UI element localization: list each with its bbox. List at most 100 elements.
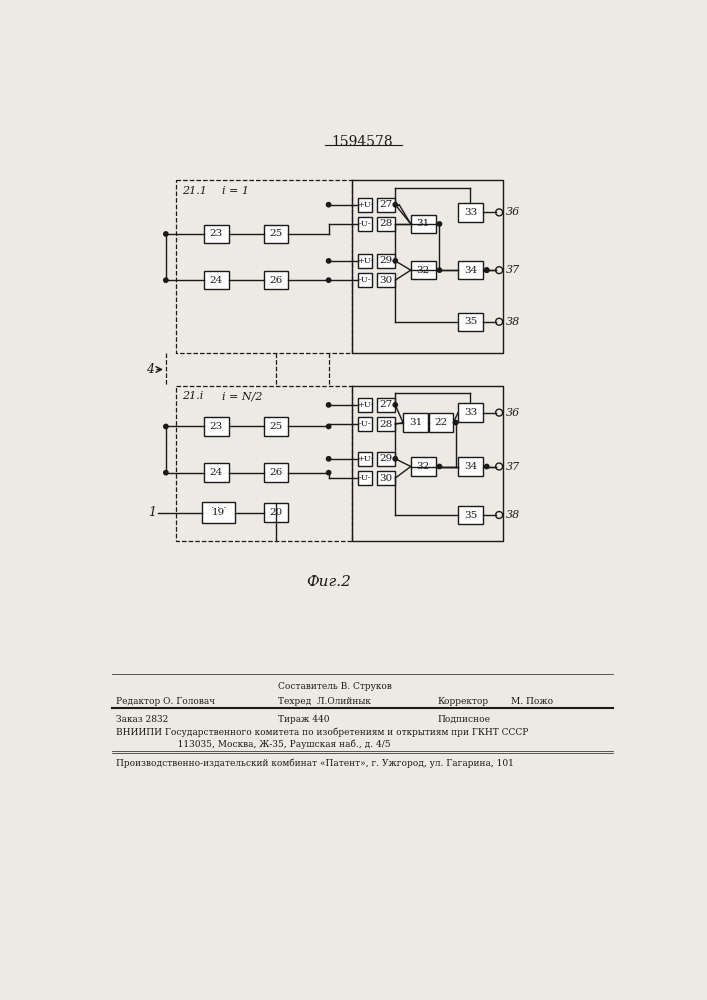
Text: -U-: -U- <box>358 276 371 284</box>
Text: Производственно-издательский комбинат «Патент», г. Ужгород, ул. Гагарина, 101: Производственно-издательский комбинат «П… <box>115 758 513 768</box>
Text: Корректор: Корректор <box>437 697 489 706</box>
Text: 34: 34 <box>464 462 477 471</box>
Text: 36: 36 <box>506 408 520 418</box>
Text: 28: 28 <box>380 420 392 429</box>
Text: · · ·: · · · <box>211 503 226 513</box>
Circle shape <box>393 457 397 461</box>
Text: +U-: +U- <box>357 401 373 409</box>
Text: -U-: -U- <box>358 474 371 482</box>
FancyBboxPatch shape <box>264 463 288 482</box>
Text: 37: 37 <box>506 462 520 472</box>
Text: ВНИИПИ Государственного комитета по изобретениям и открытиям при ГКНТ СССР: ВНИИПИ Государственного комитета по изоб… <box>115 727 528 737</box>
FancyBboxPatch shape <box>358 254 372 268</box>
FancyBboxPatch shape <box>264 271 288 289</box>
FancyBboxPatch shape <box>411 215 436 233</box>
Circle shape <box>393 259 397 263</box>
Text: 37: 37 <box>506 265 520 275</box>
Circle shape <box>484 464 489 469</box>
FancyBboxPatch shape <box>204 271 228 289</box>
Text: Техред  Л.Олийнык: Техред Л.Олийнык <box>279 697 371 706</box>
Circle shape <box>327 403 331 407</box>
Text: -U-: -U- <box>358 420 371 428</box>
Circle shape <box>164 424 168 429</box>
Text: 113035, Москва, Ж-35, Раушская наб., д. 4/5: 113035, Москва, Ж-35, Раушская наб., д. … <box>146 740 391 749</box>
Text: 24: 24 <box>209 276 223 285</box>
FancyBboxPatch shape <box>204 463 228 482</box>
Circle shape <box>327 259 331 263</box>
Circle shape <box>438 464 442 469</box>
Text: 21.i: 21.i <box>182 391 204 401</box>
FancyBboxPatch shape <box>411 261 436 279</box>
FancyBboxPatch shape <box>204 225 228 243</box>
FancyBboxPatch shape <box>458 506 483 524</box>
Text: 1: 1 <box>148 506 156 519</box>
Circle shape <box>327 278 331 282</box>
Text: 33: 33 <box>464 408 477 417</box>
Text: Тираж 440: Тираж 440 <box>279 715 329 724</box>
Text: 31: 31 <box>416 219 430 228</box>
FancyBboxPatch shape <box>411 457 436 476</box>
Text: 38: 38 <box>506 317 520 327</box>
Text: 26: 26 <box>269 468 283 477</box>
Circle shape <box>327 203 331 207</box>
Text: 24: 24 <box>209 468 223 477</box>
Text: +U-: +U- <box>357 455 373 463</box>
FancyBboxPatch shape <box>264 417 288 436</box>
Text: 23: 23 <box>209 422 223 431</box>
Text: Подписное: Подписное <box>437 715 490 724</box>
Text: +U-: +U- <box>357 257 373 265</box>
Text: Заказ 2832: Заказ 2832 <box>115 715 168 724</box>
Circle shape <box>484 268 489 272</box>
Text: Фиг.2: Фиг.2 <box>306 575 351 589</box>
Text: 30: 30 <box>380 276 392 285</box>
Text: 20: 20 <box>269 508 283 517</box>
Text: 35: 35 <box>464 511 477 520</box>
Circle shape <box>327 471 331 475</box>
Text: 33: 33 <box>464 208 477 217</box>
Text: -U-: -U- <box>358 220 371 228</box>
Circle shape <box>327 457 331 461</box>
Circle shape <box>164 232 168 236</box>
Text: +U-: +U- <box>357 201 373 209</box>
Text: 25: 25 <box>269 229 283 238</box>
FancyBboxPatch shape <box>377 273 395 287</box>
FancyBboxPatch shape <box>358 198 372 212</box>
FancyBboxPatch shape <box>264 503 288 522</box>
FancyBboxPatch shape <box>458 261 483 279</box>
FancyBboxPatch shape <box>377 198 395 212</box>
Text: 27: 27 <box>380 200 392 209</box>
Text: 30: 30 <box>380 474 392 483</box>
FancyBboxPatch shape <box>358 273 372 287</box>
Text: 29: 29 <box>380 256 392 265</box>
Text: Редактор О. Головач: Редактор О. Головач <box>115 697 215 706</box>
FancyBboxPatch shape <box>202 502 235 523</box>
Circle shape <box>164 278 168 282</box>
Text: М. Пожо: М. Пожо <box>510 697 553 706</box>
Text: 26: 26 <box>269 276 283 285</box>
Text: 36: 36 <box>506 207 520 217</box>
Text: 31: 31 <box>409 418 422 427</box>
Text: 34: 34 <box>464 266 477 275</box>
Text: 1594578: 1594578 <box>331 135 393 149</box>
Circle shape <box>393 203 397 207</box>
Circle shape <box>327 424 331 429</box>
FancyBboxPatch shape <box>358 417 372 431</box>
Text: 22: 22 <box>434 418 448 427</box>
FancyBboxPatch shape <box>458 312 483 331</box>
FancyBboxPatch shape <box>358 452 372 466</box>
FancyBboxPatch shape <box>458 457 483 476</box>
Text: 38: 38 <box>506 510 520 520</box>
Text: Составитель В. Струков: Составитель В. Струков <box>279 682 392 691</box>
FancyBboxPatch shape <box>458 203 483 222</box>
FancyBboxPatch shape <box>377 254 395 268</box>
Text: 27: 27 <box>380 400 392 409</box>
FancyBboxPatch shape <box>377 417 395 431</box>
FancyBboxPatch shape <box>377 398 395 412</box>
Circle shape <box>484 268 489 272</box>
Text: 4: 4 <box>146 363 154 376</box>
Circle shape <box>438 222 442 226</box>
Text: 32: 32 <box>416 266 430 275</box>
FancyBboxPatch shape <box>403 413 428 432</box>
FancyBboxPatch shape <box>377 217 395 231</box>
Text: 29: 29 <box>380 454 392 463</box>
